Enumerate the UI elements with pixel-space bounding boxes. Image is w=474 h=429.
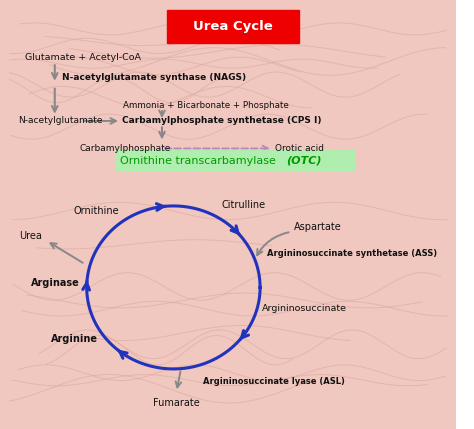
- Text: Fumarate: Fumarate: [153, 398, 200, 408]
- FancyBboxPatch shape: [115, 150, 355, 172]
- Text: Carbamylphosphate synthetase (CPS I): Carbamylphosphate synthetase (CPS I): [122, 117, 322, 125]
- Text: Ornithine: Ornithine: [73, 206, 119, 216]
- Text: Argininosuccinate synthetase (ASS): Argininosuccinate synthetase (ASS): [267, 249, 437, 257]
- Text: N-acetylglutamate synthase (NAGS): N-acetylglutamate synthase (NAGS): [62, 73, 246, 82]
- Text: Carbamylphosphate: Carbamylphosphate: [80, 144, 171, 153]
- Text: Argininosuccinate lyase (ASL): Argininosuccinate lyase (ASL): [203, 378, 345, 386]
- Text: Ornithine transcarbamylase: Ornithine transcarbamylase: [119, 156, 279, 166]
- Text: Argininosuccinate: Argininosuccinate: [262, 304, 346, 313]
- Text: Urea: Urea: [19, 231, 42, 241]
- Text: Ammonia + Bicarbonate + Phosphate: Ammonia + Bicarbonate + Phosphate: [123, 101, 289, 109]
- Text: N-acetylglutamate: N-acetylglutamate: [18, 117, 103, 125]
- Text: Arginase: Arginase: [31, 278, 80, 288]
- Text: Arginine: Arginine: [51, 334, 99, 344]
- FancyBboxPatch shape: [166, 10, 299, 43]
- Text: Aspartate: Aspartate: [294, 222, 341, 233]
- Text: Glutamate + Acetyl-CoA: Glutamate + Acetyl-CoA: [25, 54, 141, 62]
- Text: Urea Cycle: Urea Cycle: [193, 20, 273, 33]
- Text: Orotic acid: Orotic acid: [275, 144, 324, 153]
- Text: Citrulline: Citrulline: [221, 200, 265, 210]
- Text: (OTC): (OTC): [286, 156, 321, 166]
